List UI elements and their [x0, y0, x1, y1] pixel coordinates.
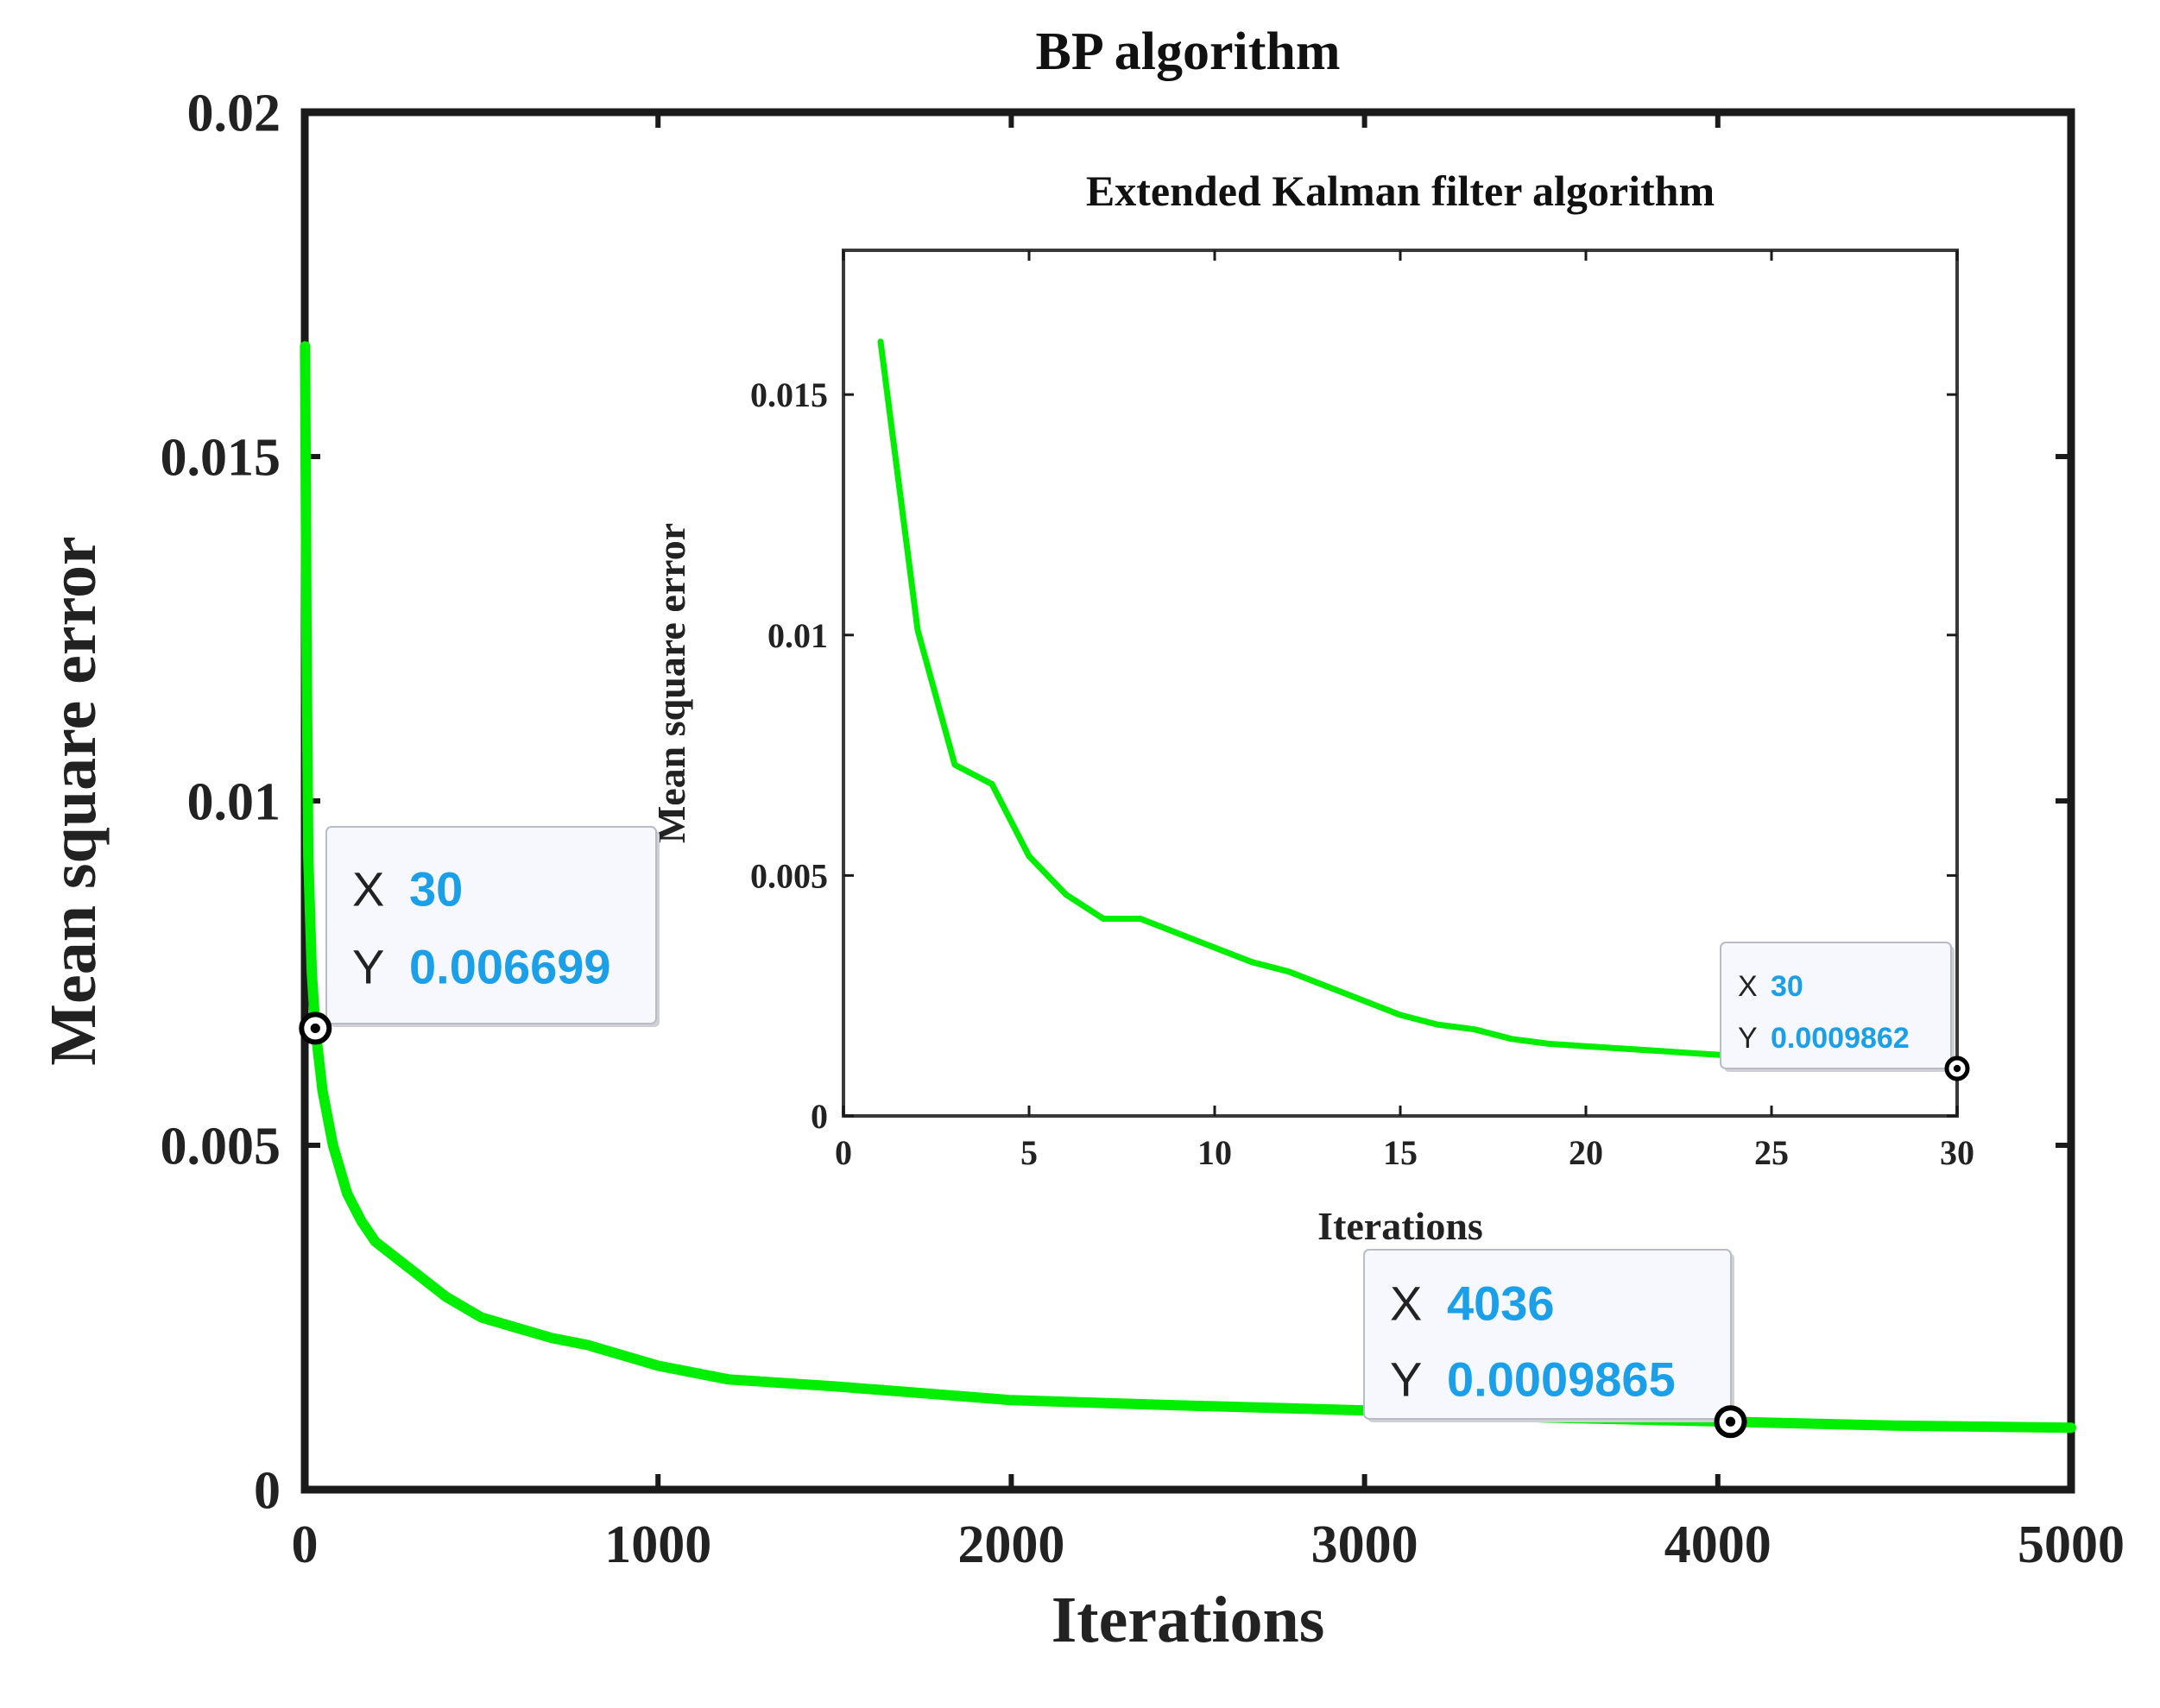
- main-title: BP algorithm: [1035, 22, 1340, 81]
- datatip-y-value: 0.006699: [409, 940, 611, 994]
- inset-ticks: 0 5 10 15 20 25 30 0 0.005 0.01 0.015: [750, 250, 1974, 1172]
- datatip-box: [325, 826, 657, 1024]
- main-y-tick-label: 0.015: [161, 429, 281, 488]
- main-x-tick-label: 5000: [2018, 1516, 2125, 1574]
- datatip-marker-dot: [310, 1023, 320, 1034]
- datatip[interactable]: X 30 Y 0.0009862: [1720, 942, 1970, 1081]
- datatip[interactable]: X 30 Y 0.006699: [299, 826, 660, 1045]
- main-y-tick-label: 0: [254, 1462, 281, 1521]
- inset-y-tick-label: 0.01: [767, 616, 828, 655]
- main-lines: [300, 341, 2076, 1434]
- inset-axes: 0 5 10 15 20 25 30 0 0.005 0.01 0.015 Extended Kal…: [649, 167, 1974, 1248]
- main-y-tick-label: 0.01: [187, 773, 281, 832]
- datatip-x-label: X: [1738, 970, 1758, 1003]
- inset-x-tick-label: 15: [1383, 1133, 1418, 1172]
- inset-y-axis-label: Mean square error: [649, 523, 693, 843]
- inset-y-tick-label: 0.005: [750, 856, 828, 895]
- datatip-x-value: 4036: [1447, 1276, 1555, 1331]
- datatip-box: [1363, 1249, 1732, 1420]
- inset-y-tick-label: 0: [811, 1097, 828, 1136]
- main-x-tick-label: 3000: [1311, 1516, 1418, 1574]
- main-x-tick-label: 1000: [604, 1516, 711, 1574]
- datatip-x-value: 30: [409, 862, 463, 917]
- inset-x-tick-label: 20: [1569, 1133, 1603, 1172]
- datatip-x-label: X: [352, 862, 384, 917]
- inset-x-axis-label: Iterations: [1317, 1204, 1483, 1248]
- datatip[interactable]: X 4036 Y 0.0009865: [1363, 1249, 1747, 1439]
- inset-y-tick-label: 0.015: [750, 375, 828, 414]
- datatip-y-value: 0.0009865: [1447, 1352, 1676, 1407]
- datatip-y-label: Y: [1390, 1352, 1422, 1407]
- main-x-tick-label: 4000: [1664, 1516, 1772, 1574]
- main-y-tick-label: 0.005: [161, 1118, 281, 1176]
- main-x-tick-label: 0: [292, 1516, 319, 1574]
- datatip-marker-dot: [1725, 1416, 1736, 1427]
- datatip-y-label: Y: [1738, 1022, 1758, 1055]
- datatip-y-value: 0.0009862: [1771, 1022, 1910, 1055]
- inset-x-tick-label: 10: [1197, 1133, 1232, 1172]
- datatip-marker-dot: [1953, 1064, 1961, 1073]
- datatip-box: [1720, 942, 1952, 1069]
- main-y-tick-label: 0.02: [187, 85, 281, 143]
- datatip-x-label: X: [1390, 1276, 1422, 1331]
- inset-x-tick-label: 25: [1754, 1133, 1789, 1172]
- datatip-y-label: Y: [352, 940, 384, 994]
- datatips-layer: X 30 Y 0.006699 X 4036 Y 0.0009865 X 30 Y 0.0009862: [299, 826, 1970, 1439]
- inset-x-tick-label: 0: [835, 1133, 852, 1172]
- main-x-tick-label: 2000: [957, 1516, 1064, 1574]
- inset-x-tick-label: 30: [1940, 1133, 1974, 1172]
- inset-title: Extended Kalman filter algorithm: [1086, 167, 1715, 215]
- datatip-x-value: 30: [1771, 970, 1803, 1003]
- main-x-axis-label: Iterations: [1052, 1584, 1325, 1656]
- main-series-line: [300, 341, 2076, 1434]
- main-y-axis-label: Mean square error: [37, 536, 110, 1066]
- inset-x-tick-label: 5: [1020, 1133, 1038, 1172]
